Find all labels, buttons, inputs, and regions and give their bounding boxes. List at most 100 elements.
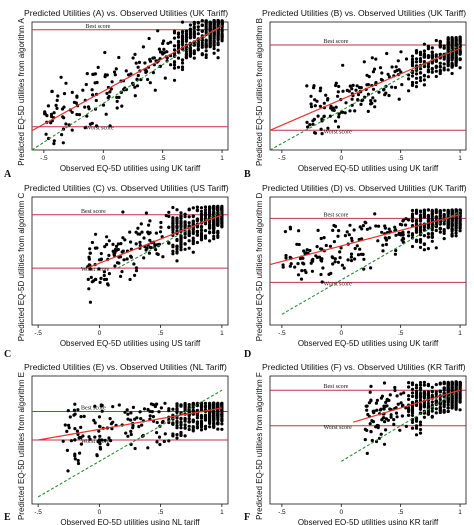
- data-point: [203, 216, 208, 220]
- data-point: [212, 211, 216, 215]
- data-point: [450, 40, 454, 44]
- data-point: [434, 228, 438, 233]
- data-point: [284, 256, 288, 260]
- data-point: [148, 238, 152, 242]
- data-point: [422, 78, 426, 82]
- data-point: [179, 245, 183, 249]
- data-point: [56, 94, 60, 98]
- data-point: [176, 32, 181, 36]
- data-point: [183, 423, 187, 427]
- data-point: [454, 401, 458, 405]
- data-point: [100, 404, 104, 408]
- identity-line: [117, 210, 223, 269]
- data-point: [99, 252, 103, 256]
- data-point: [220, 412, 224, 416]
- fit-line: [269, 214, 461, 266]
- data-point: [171, 217, 175, 221]
- data-point: [133, 52, 137, 57]
- data-point: [162, 439, 166, 444]
- data-point: [315, 245, 319, 249]
- data-point: [172, 78, 177, 82]
- data-point: [175, 416, 179, 420]
- data-point: [434, 38, 438, 43]
- data-point: [188, 27, 192, 31]
- data-point: [313, 98, 317, 102]
- data-point: [458, 35, 462, 39]
- data-point: [183, 242, 187, 246]
- data-point: [418, 51, 423, 55]
- data-point: [360, 237, 364, 241]
- data-point: [450, 403, 454, 407]
- data-point: [380, 230, 384, 234]
- data-point: [63, 423, 67, 427]
- panel-label: F: [244, 512, 250, 523]
- data-point: [116, 242, 120, 246]
- data-point: [199, 237, 204, 241]
- data-point: [65, 429, 69, 433]
- data-point: [95, 124, 99, 128]
- scatter-points: [363, 380, 462, 455]
- reference-label: Worst score: [323, 425, 352, 431]
- data-point: [426, 208, 430, 212]
- data-point: [283, 230, 287, 234]
- data-point: [44, 132, 48, 136]
- data-point: [220, 39, 224, 43]
- data-point: [212, 411, 216, 415]
- plot-frame: [269, 375, 467, 505]
- data-point: [195, 205, 199, 209]
- data-point: [434, 392, 438, 396]
- data-point: [430, 235, 434, 239]
- data-point: [434, 74, 438, 79]
- data-point: [438, 382, 442, 386]
- data-point: [98, 447, 103, 451]
- data-point: [79, 435, 83, 440]
- data-point: [393, 388, 397, 393]
- data-point: [195, 219, 199, 223]
- data-point: [333, 224, 338, 228]
- data-point: [196, 48, 200, 52]
- data-point: [458, 408, 462, 412]
- data-point: [365, 404, 369, 408]
- x-tick-label: .5: [398, 509, 404, 516]
- data-point: [454, 52, 458, 56]
- data-point: [361, 252, 365, 256]
- data-point: [319, 236, 323, 241]
- data-point: [216, 48, 220, 52]
- data-point: [121, 236, 125, 240]
- data-point: [195, 404, 199, 408]
- data-point: [103, 245, 107, 249]
- plot-frame: [31, 196, 229, 326]
- data-point: [357, 85, 362, 90]
- data-point: [175, 259, 179, 263]
- data-point: [410, 57, 415, 61]
- data-point: [79, 425, 83, 429]
- data-point: [96, 440, 100, 444]
- data-point: [180, 65, 185, 69]
- data-point: [393, 85, 398, 90]
- data-point: [113, 264, 117, 268]
- data-point: [410, 224, 415, 228]
- data-point: [458, 38, 462, 43]
- data-point: [348, 109, 352, 113]
- data-point: [180, 67, 185, 72]
- data-point: [105, 235, 109, 239]
- data-point: [102, 270, 106, 274]
- data-point: [396, 59, 400, 63]
- data-point: [414, 426, 419, 430]
- reference-label: Best score: [81, 406, 106, 412]
- data-point: [220, 205, 224, 209]
- data-point: [404, 424, 408, 428]
- data-point: [450, 234, 454, 238]
- data-point: [212, 424, 216, 429]
- data-point: [67, 426, 71, 430]
- data-point: [410, 394, 415, 398]
- reference-label: Worst score: [81, 267, 110, 273]
- data-point: [284, 253, 288, 258]
- data-point: [175, 251, 179, 255]
- data-point: [377, 90, 381, 94]
- data-point: [426, 75, 430, 79]
- data-point: [348, 84, 352, 88]
- data-point: [450, 56, 454, 60]
- data-point: [108, 90, 112, 94]
- data-point: [208, 402, 212, 406]
